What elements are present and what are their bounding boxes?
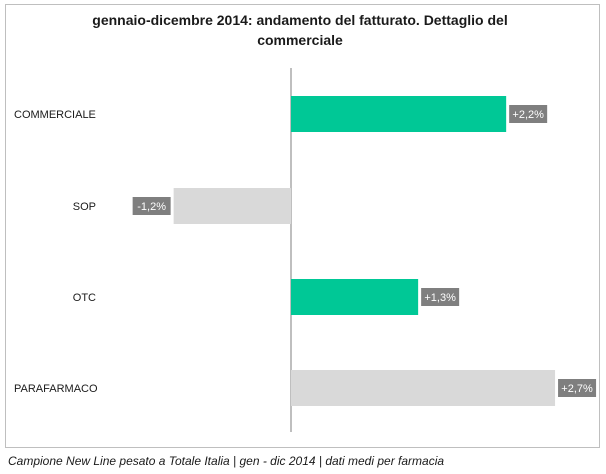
data-label-box-commerciale — [509, 105, 548, 123]
category-label-otc: OTC — [73, 292, 96, 304]
data-label-box-parafarmaco — [558, 379, 597, 397]
bar-parafarmaco — [291, 370, 556, 406]
category-label-parafarmaco: PARAFARMACO — [14, 383, 98, 395]
category-label-commerciale: COMMERCIALE — [14, 109, 96, 121]
bar-commerciale — [291, 96, 507, 132]
footer-note: Campione New Line pesato a Totale Italia… — [8, 454, 445, 468]
data-label-sop: -1,2% — [137, 201, 166, 213]
data-label-commerciale: +2,2% — [512, 109, 544, 121]
bar-otc — [291, 279, 419, 315]
bar-sop — [173, 188, 291, 224]
data-label-otc: +1,3% — [424, 292, 456, 304]
data-label-box-otc — [421, 288, 460, 306]
category-label-sop: SOP — [73, 201, 96, 213]
data-label-parafarmaco: +2,7% — [561, 383, 593, 395]
data-label-box-sop — [132, 197, 171, 215]
chart-title: gennaio-dicembre 2014: andamento del fat… — [92, 12, 508, 48]
